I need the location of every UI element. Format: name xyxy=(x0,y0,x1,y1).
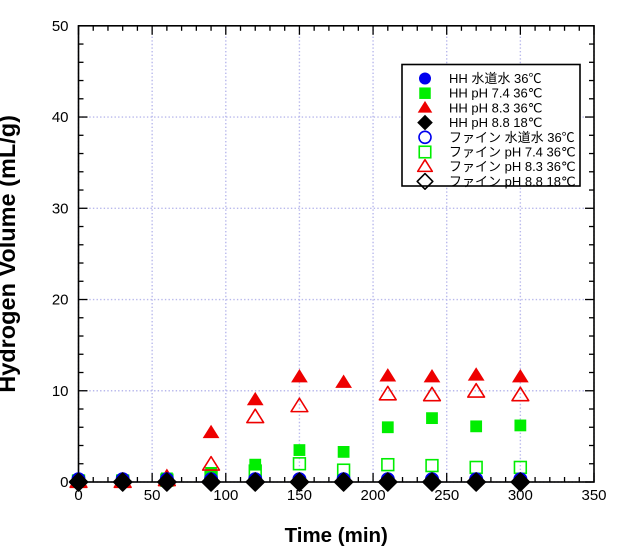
svg-text:Time (min): Time (min) xyxy=(285,524,388,547)
svg-text:0: 0 xyxy=(60,474,68,491)
svg-text:ファイン pH 7.4 36℃: ファイン pH 7.4 36℃ xyxy=(449,145,576,160)
svg-text:50: 50 xyxy=(52,18,69,35)
svg-text:40: 40 xyxy=(52,109,69,126)
svg-text:HH 水道水 36℃: HH 水道水 36℃ xyxy=(449,71,541,86)
svg-text:250: 250 xyxy=(434,487,459,504)
svg-text:50: 50 xyxy=(144,487,161,504)
svg-text:ファイン pH 8.8 18℃: ファイン pH 8.8 18℃ xyxy=(449,174,576,189)
svg-text:HH pH 8.8 18℃: HH pH 8.8 18℃ xyxy=(449,115,542,130)
svg-text:ファイン 水道水 36℃: ファイン 水道水 36℃ xyxy=(449,130,575,145)
svg-text:200: 200 xyxy=(361,487,386,504)
svg-text:HH pH 7.4 36℃: HH pH 7.4 36℃ xyxy=(449,86,542,101)
svg-text:350: 350 xyxy=(581,487,606,504)
svg-text:HH pH 8.3 36℃: HH pH 8.3 36℃ xyxy=(449,100,542,115)
svg-text:100: 100 xyxy=(213,487,238,504)
svg-text:Hydrogen Volume (mL/g): Hydrogen Volume (mL/g) xyxy=(0,115,20,393)
svg-text:30: 30 xyxy=(52,200,69,217)
svg-text:20: 20 xyxy=(52,292,69,309)
svg-text:ファイン pH 8.3 36℃: ファイン pH 8.3 36℃ xyxy=(449,159,576,174)
svg-text:10: 10 xyxy=(52,383,69,400)
